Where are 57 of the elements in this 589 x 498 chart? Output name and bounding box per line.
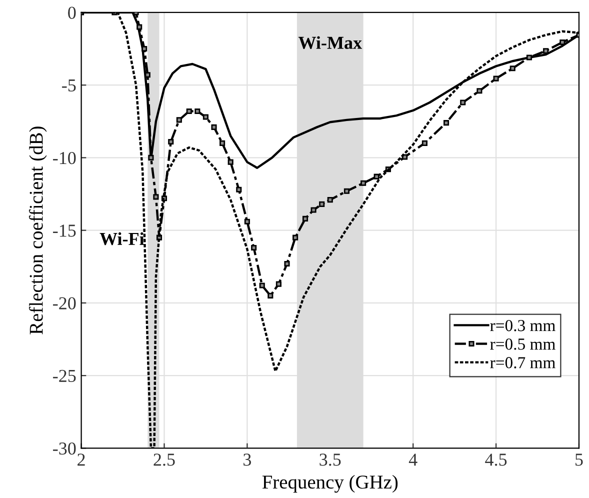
point — [148, 154, 154, 160]
point — [493, 76, 499, 82]
y-tick-label: -30 — [53, 442, 76, 455]
x-tick-label: 4.5 — [485, 454, 507, 466]
point — [244, 218, 250, 224]
y-tick-label: -10 — [53, 152, 76, 164]
point — [211, 124, 217, 130]
point — [194, 108, 200, 114]
point — [476, 88, 482, 94]
point — [292, 234, 298, 240]
point — [268, 292, 274, 298]
point — [259, 282, 265, 288]
point — [327, 197, 333, 203]
x-tick-label: 2 — [78, 454, 85, 466]
point — [319, 201, 325, 207]
point — [153, 194, 159, 200]
point — [142, 46, 148, 52]
y-tick-label: -20 — [53, 297, 76, 310]
point — [202, 114, 208, 120]
y-tick-label: -15 — [53, 224, 76, 237]
y-tick-label: -5 — [62, 80, 76, 92]
point — [543, 48, 549, 54]
point — [186, 108, 192, 114]
x-tick-label: 5 — [576, 454, 583, 466]
band-label: Wi-Fi — [100, 232, 144, 246]
point — [284, 260, 290, 267]
y-axis-title: Reflection coefficient (dB) — [28, 126, 47, 334]
x-tick-label: 3.5 — [320, 454, 341, 466]
point — [374, 174, 380, 180]
point — [276, 281, 282, 287]
point — [443, 120, 450, 126]
y-tick-label: 0 — [68, 6, 76, 19]
point — [236, 186, 242, 192]
point — [526, 54, 532, 60]
legend-label: r=0.7 mm — [490, 357, 556, 368]
point — [360, 180, 366, 186]
x-tick-label: 4 — [408, 454, 418, 466]
legend-label: r=0.5 mm — [490, 338, 556, 350]
point — [220, 140, 226, 146]
point — [302, 216, 308, 222]
y-tick-label: -25 — [53, 370, 76, 382]
point — [136, 24, 142, 30]
band-label: Wi-Max — [298, 36, 362, 50]
x-axis-title: Frequency (GHz) — [262, 474, 398, 493]
point — [168, 138, 174, 144]
x-tick-label: 2.5 — [154, 454, 175, 466]
point — [344, 188, 350, 194]
point — [228, 159, 234, 165]
point — [176, 117, 182, 123]
point — [251, 244, 257, 251]
point — [510, 66, 516, 72]
point — [460, 100, 466, 106]
point — [310, 207, 316, 213]
x-tick-label: 3 — [244, 454, 251, 466]
point — [422, 140, 428, 146]
point — [560, 39, 566, 46]
legend-label: r=0.3 mm — [490, 320, 556, 332]
